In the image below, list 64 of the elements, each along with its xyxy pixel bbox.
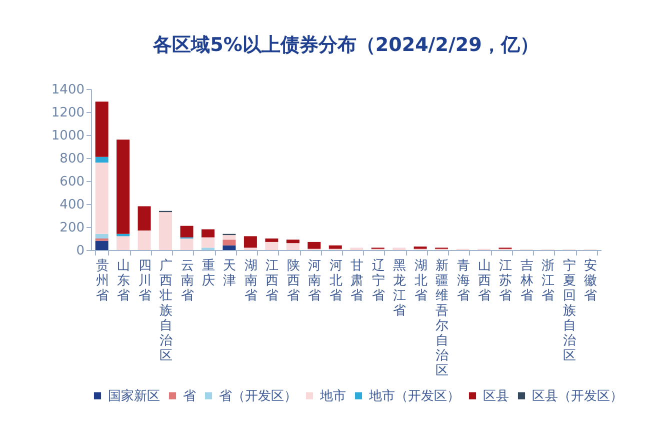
x-tick-label: 安徽省 (584, 258, 598, 304)
bar (116, 236, 130, 250)
bar (308, 242, 321, 249)
x-tick-label: 天津 (223, 258, 236, 288)
x-tick-label: 湖北省 (414, 258, 428, 304)
x-tick-label: 江苏省 (499, 258, 512, 304)
y-tick-label: 800 (60, 152, 84, 166)
bar (159, 212, 172, 250)
x-tick-label: 甘肃省 (350, 258, 364, 304)
bar (201, 229, 214, 238)
bar (265, 242, 278, 250)
y-tick-label: 1400 (51, 82, 84, 98)
x-tick-label: 贵州省 (96, 258, 109, 304)
bar (222, 245, 236, 250)
x-tick-label: 浙江省 (542, 258, 555, 304)
y-tick-label: 200 (60, 220, 84, 236)
x-tick-label: 重庆 (202, 258, 215, 288)
bar (328, 245, 342, 249)
bar (138, 206, 151, 230)
bar (265, 238, 278, 242)
x-tick-label: 云南省 (180, 258, 194, 304)
x-tick-label: 山西省 (478, 258, 492, 304)
x-tick-label: 黑龙江省 (393, 258, 406, 318)
legend-label: 国家新区 (108, 388, 160, 404)
bar (95, 234, 108, 238)
bar (286, 243, 300, 250)
bar (222, 235, 236, 240)
bar (244, 236, 257, 248)
x-tick-label: 新疆维吾尔自治区 (436, 258, 449, 378)
x-tick-label: 四川省 (138, 258, 152, 304)
x-tick-label: 宁夏回族自治区 (562, 258, 576, 364)
bar (180, 238, 194, 250)
bar (286, 240, 300, 244)
bar (201, 237, 214, 248)
x-tick-label: 辽宁省 (372, 258, 385, 304)
bar (95, 240, 108, 250)
x-tick-label: 湖南省 (244, 258, 258, 304)
y-tick-label: 1200 (51, 106, 84, 120)
bar (222, 240, 236, 246)
y-tick-label: 1000 (51, 128, 84, 144)
legend-label: 省（开发区） (219, 388, 297, 404)
y-tick-label: 0 (76, 244, 84, 258)
bar (138, 230, 151, 250)
bar (95, 102, 108, 157)
y-tick-label: 400 (60, 198, 84, 212)
bar (116, 140, 130, 234)
x-tick-label: 山东省 (117, 258, 130, 304)
legend-label: 地市（开发区） (368, 388, 460, 404)
x-tick-label: 广西壮族自治区 (158, 258, 173, 364)
legend-label: 区县（开发区） (532, 388, 623, 404)
y-tick-label: 600 (60, 174, 84, 190)
x-tick-label: 江西省 (266, 258, 279, 304)
x-tick-label: 河南省 (308, 258, 322, 304)
x-tick-label: 青海省 (456, 258, 470, 304)
legend-label: 地市 (319, 388, 346, 404)
bar (180, 226, 194, 238)
legend-label: 省 (183, 388, 196, 404)
x-tick-label: 河北省 (329, 258, 342, 304)
chart-title: 各区域5%以上债券分布（2024/2/29，亿） (152, 34, 539, 56)
bar (95, 156, 108, 163)
x-tick-label: 陕西省 (286, 258, 300, 304)
x-tick-label: 吉林省 (519, 258, 534, 304)
bar (95, 162, 108, 234)
legend-label: 区县 (483, 388, 509, 404)
